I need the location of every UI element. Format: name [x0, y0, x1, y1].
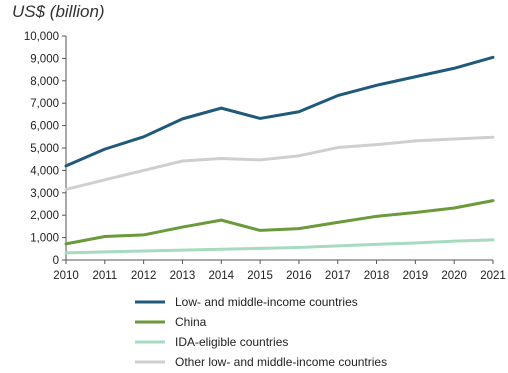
x-tick-label: 2013 — [170, 270, 196, 282]
x-tick-label: 2020 — [441, 270, 467, 282]
x-tick-label: 2014 — [208, 270, 234, 282]
series-lines — [64, 55, 495, 255]
legend-label: IDA-eligible countries — [175, 335, 288, 349]
x-tick-label: 2010 — [53, 270, 79, 282]
y-tick-label: 6,000 — [30, 121, 59, 133]
x-tick-label: 2021 — [480, 270, 506, 282]
legend: Low- and middle-income countries China IDA… — [135, 295, 387, 369]
y-tick-label: 4,000 — [30, 165, 59, 177]
series-line-3 — [64, 135, 495, 191]
unit-label: US$ (billion) — [12, 2, 105, 21]
x-tick-label: 2018 — [364, 270, 390, 282]
y-tick-label: 2,000 — [30, 210, 59, 222]
y-tick-label: 8,000 — [30, 76, 59, 88]
y-tick-label: 10,000 — [24, 31, 59, 43]
legend-label: Low- and middle-income countries — [175, 295, 358, 309]
y-tick-label: 0 — [53, 255, 59, 267]
axes: 0 1,000 2,000 3,000 4,000 5,000 6,000 7,000 8,00… — [24, 31, 506, 282]
x-tick-label: 2015 — [247, 270, 273, 282]
y-tick-label: 7,000 — [30, 98, 59, 110]
y-tick-label: 3,000 — [30, 188, 59, 200]
y-tick-label: 9,000 — [30, 53, 59, 65]
x-tick-label: 2019 — [403, 270, 429, 282]
x-tick-label: 2017 — [325, 270, 351, 282]
x-tick-label: 2011 — [92, 270, 117, 282]
legend-label: China — [175, 315, 207, 329]
series-line-2 — [64, 238, 495, 255]
y-tick-label: 1,000 — [30, 233, 59, 245]
series-line-1 — [64, 199, 495, 246]
y-tick-label: 5,000 — [30, 143, 59, 155]
x-tick-label: 2012 — [131, 270, 157, 282]
legend-label: Other low- and middle-income countries — [175, 355, 387, 369]
series-line-0 — [64, 55, 495, 168]
x-tick-label: 2016 — [286, 270, 312, 282]
